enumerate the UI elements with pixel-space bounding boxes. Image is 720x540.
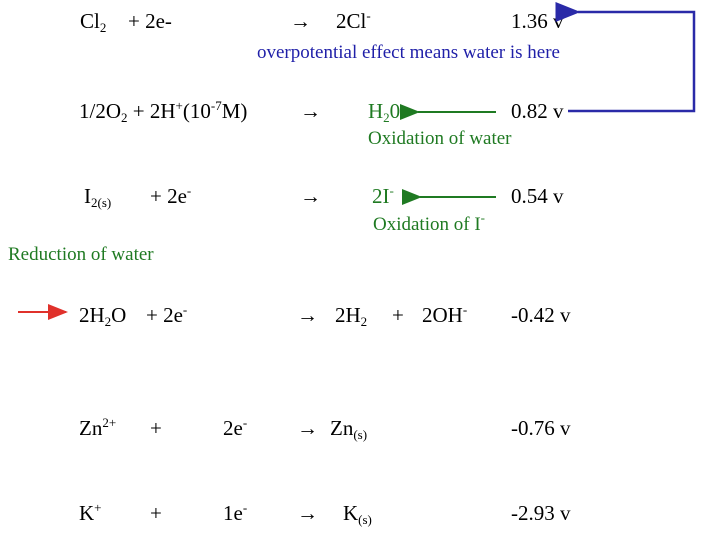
water-electrons-text: + 2e [146, 303, 183, 327]
hydroxide-product: 2OH- [422, 302, 468, 327]
water-product: H20 [368, 99, 401, 125]
potassium-ion-charge: + [94, 500, 102, 515]
cl-product-charge: - [366, 8, 371, 23]
potassium-product: K(s) [343, 501, 372, 527]
hydrogen-subscript: 2 [360, 314, 368, 329]
zinc-product-text: Zn [330, 416, 354, 440]
potassium-product-text: K [343, 501, 359, 525]
zinc-ion-charge: 2+ [102, 415, 117, 430]
iodide-charge: - [389, 183, 394, 198]
zinc-potential: -0.76 v [511, 416, 571, 440]
potassium-electrons-charge: - [242, 500, 248, 515]
iodine-potential: 0.54 v [511, 184, 564, 208]
hydroxide-charge: - [462, 302, 468, 317]
cl2-product: 2Cl- [336, 8, 371, 33]
zinc-electrons-charge: - [242, 415, 248, 430]
water-reactant-o: O [111, 303, 127, 327]
overpotential-note: overpotential effect means water is here [257, 42, 560, 63]
water-electrons-charge: - [182, 302, 188, 317]
zinc-ion-text: Zn [79, 416, 103, 440]
h-ion-text: + 2H [127, 99, 176, 123]
water-products-plus: + [392, 303, 404, 327]
water-potential: -0.42 v [511, 303, 571, 327]
water-reactant-subscript: 2 [104, 314, 112, 329]
hydrogen-product: 2H2 [335, 303, 368, 329]
concentration-exponent: -7 [210, 98, 222, 113]
potassium-potential: -2.93 v [511, 501, 571, 525]
concentration-close: M) [221, 99, 248, 123]
oxygen-potential: 0.82 v [511, 99, 564, 123]
iodine-reactant: I2(s) [84, 184, 112, 210]
zinc-product-state: (s) [353, 427, 368, 442]
cl2-reaction-arrow: → [290, 9, 311, 33]
water-plus-electrons: + 2e- [146, 302, 188, 327]
iodine-reaction-arrow: → [300, 184, 321, 208]
water-subscript: 2 [383, 110, 390, 125]
iodide-text: 2I [372, 184, 390, 208]
cl-subscript: 2 [99, 20, 107, 35]
oxidation-of-iodide-label: Oxidation of I- [373, 211, 485, 235]
iodide-product: 2I- [372, 183, 394, 208]
hydroxide-text: 2OH [422, 303, 463, 327]
o2-fraction: 1/2O [79, 99, 121, 123]
zinc-product: Zn(s) [330, 416, 368, 442]
cl-symbol: Cl [80, 9, 100, 33]
water-reaction-arrow: → [297, 303, 318, 327]
potassium-electrons-text: 1e [223, 501, 243, 525]
iodine-subscript: 2(s) [91, 195, 112, 210]
oxidation-of-iodide-text: Oxidation of I [373, 214, 481, 235]
water-o: 0 [389, 99, 401, 123]
zinc-reaction-arrow: → [297, 416, 318, 440]
water-reactant: 2H2O [79, 303, 127, 329]
concentration-open: (10 [182, 99, 211, 123]
zinc-ion-reactant: Zn2+ [79, 415, 117, 440]
zinc-electrons-text: 2e [223, 416, 243, 440]
potassium-product-state: (s) [358, 512, 372, 527]
oxidation-of-iodide-charge: - [480, 210, 485, 225]
iodine-symbol: I [84, 184, 91, 208]
cl2-potential: 1.36 v [511, 9, 564, 33]
potassium-reaction-arrow: → [297, 501, 318, 525]
potassium-plus: + [150, 501, 162, 525]
o2-subscript: 2 [121, 110, 128, 125]
potassium-electrons: 1e- [223, 500, 248, 525]
water-reactant-h: 2H [79, 303, 105, 327]
iodine-plus-electrons: + 2e- [150, 183, 192, 208]
oxidation-of-water-label: Oxidation of water [368, 128, 512, 149]
cl2-plus-electrons: + 2e- [128, 9, 172, 33]
hydrogen-text: 2H [335, 303, 361, 327]
water-h: H [368, 99, 384, 123]
potassium-ion-reactant: K+ [79, 500, 102, 525]
cl-product-text: 2Cl [336, 9, 367, 33]
overpotential-bracket-arrow-icon [555, 2, 696, 113]
reduction-of-water-label: Reduction of water [8, 244, 154, 265]
zinc-electrons: 2e- [223, 415, 248, 440]
h-ion-charge: + [175, 98, 183, 113]
potassium-ion-text: K [79, 501, 95, 525]
oxygen-reaction-arrow: → [300, 99, 321, 123]
iodine-electrons-charge: - [186, 183, 192, 198]
zinc-plus: + [150, 416, 162, 440]
iodine-electrons-text: + 2e [150, 184, 187, 208]
cl2-reactant: Cl2 [80, 9, 107, 35]
oxygen-reactants: 1/2O2 + 2H+(10-7M) [79, 98, 248, 125]
